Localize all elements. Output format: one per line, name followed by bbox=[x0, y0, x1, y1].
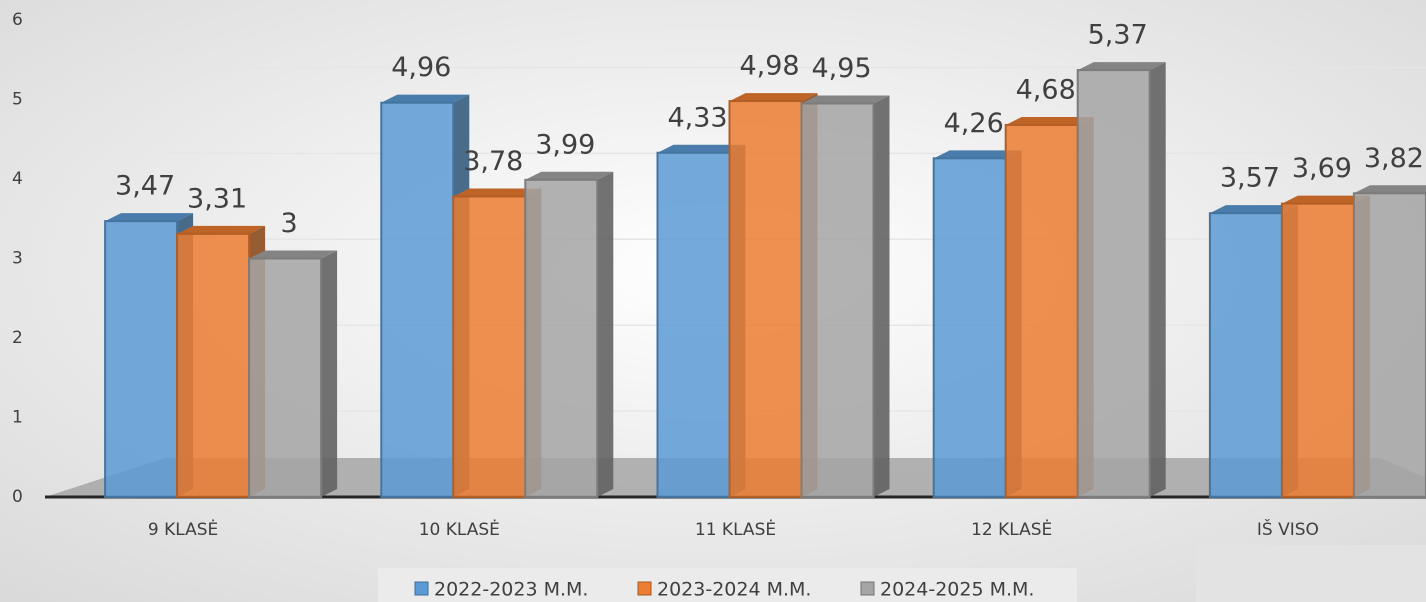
y-tick-label: 2 bbox=[12, 328, 23, 348]
x-tick-label: IŠ VISO bbox=[1257, 518, 1319, 540]
bar bbox=[1280, 202, 1355, 499]
y-tick-label: 0 bbox=[12, 487, 23, 507]
value-label: 5,37 bbox=[1088, 20, 1148, 51]
bar bbox=[656, 151, 731, 498]
y-tick-label: 5 bbox=[12, 90, 23, 110]
value-label: 3,82 bbox=[1364, 143, 1424, 174]
bar-top bbox=[1353, 185, 1426, 194]
bar-top bbox=[249, 250, 338, 259]
value-label: 3,69 bbox=[1292, 153, 1352, 184]
bar-top bbox=[105, 213, 194, 222]
bar-side bbox=[321, 250, 338, 497]
bar-top bbox=[453, 188, 542, 197]
bar-top bbox=[801, 95, 890, 104]
bar-top bbox=[1077, 62, 1166, 71]
x-tick-label: 10 KLASĖ bbox=[419, 519, 500, 540]
bar-top bbox=[1005, 116, 1094, 125]
value-label: 3 bbox=[281, 208, 298, 239]
legend-label: 2024-2025 M.M. bbox=[880, 579, 1034, 601]
bar-side bbox=[873, 95, 890, 497]
x-tick-label: 9 KLASĖ bbox=[148, 519, 218, 540]
legend-swatch bbox=[637, 581, 652, 596]
legend-swatch bbox=[414, 581, 429, 596]
legend-box bbox=[378, 568, 1077, 602]
value-label: 3,78 bbox=[463, 146, 523, 177]
bar-top bbox=[381, 94, 470, 103]
bar bbox=[1004, 123, 1079, 498]
bar bbox=[104, 220, 179, 498]
bar-top bbox=[1281, 195, 1370, 204]
plot: 0 1 2 3 4 5 6 9 KLASĖ 3,47 3,31 3 10 KLASĖ 4,96 3,78 3… bbox=[12, 10, 1426, 540]
bar bbox=[1208, 212, 1283, 498]
value-label: 4,96 bbox=[391, 52, 451, 83]
bar bbox=[248, 257, 323, 498]
value-label: 3,31 bbox=[187, 183, 247, 214]
y-tick-label: 1 bbox=[12, 408, 23, 428]
x-tick-label: 12 KLASĖ bbox=[971, 519, 1052, 540]
legend-swatch bbox=[860, 581, 875, 596]
value-label: 4,68 bbox=[1016, 74, 1076, 105]
bar-top bbox=[1209, 205, 1298, 214]
y-tick-label: 6 bbox=[12, 10, 23, 30]
value-label: 4,95 bbox=[811, 53, 871, 84]
legend-label: 2022-2023 M.M. bbox=[434, 579, 588, 601]
y-tick-label: 3 bbox=[12, 249, 23, 269]
bar bbox=[932, 157, 1007, 499]
bar-side bbox=[1149, 62, 1166, 498]
legend-label: 2023-2024 M.M. bbox=[657, 579, 811, 601]
value-label: 3,99 bbox=[535, 129, 595, 160]
bar bbox=[176, 232, 251, 498]
bar-top bbox=[525, 171, 614, 180]
bar bbox=[728, 100, 803, 498]
value-label: 4,33 bbox=[667, 102, 727, 133]
bar-side bbox=[597, 171, 614, 498]
bar bbox=[380, 101, 455, 499]
y-tick-label: 4 bbox=[12, 169, 23, 189]
cropped-panel bbox=[1196, 545, 1426, 602]
bar-top bbox=[729, 93, 818, 102]
bar bbox=[524, 178, 599, 498]
value-label: 4,98 bbox=[739, 51, 799, 82]
bar-top bbox=[177, 225, 266, 234]
value-label: 3,57 bbox=[1220, 163, 1280, 194]
bar bbox=[1352, 192, 1426, 498]
bar-top bbox=[657, 144, 746, 153]
value-label: 4,26 bbox=[944, 108, 1004, 139]
x-tick-label: 11 KLASĖ bbox=[695, 519, 776, 540]
bar bbox=[800, 102, 875, 498]
bar bbox=[1076, 69, 1151, 499]
bar bbox=[452, 195, 527, 499]
value-label: 3,47 bbox=[115, 171, 175, 202]
bar-top bbox=[933, 150, 1022, 159]
